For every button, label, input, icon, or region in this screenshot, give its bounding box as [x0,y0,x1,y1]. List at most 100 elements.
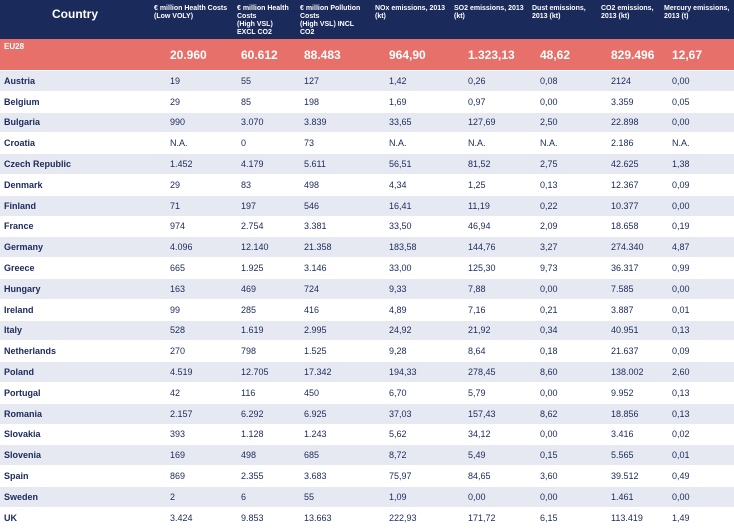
value-cell: 29 [150,174,233,196]
value-cell: 198 [296,91,371,113]
value-cell: 0,00 [528,278,597,300]
value-cell: 8,64 [450,340,528,363]
value-cell: 1.461 [597,486,660,508]
country-cell: France [0,216,150,238]
value-cell: 0,49 [660,465,734,487]
value-cell: 3.070 [233,112,296,134]
value-cell: 4,34 [371,174,450,196]
column-header: Dust emissions, 2013 (kt) [528,0,597,39]
value-cell: 2.355 [233,465,296,487]
value-cell: 5,49 [450,444,528,467]
value-cell: 2.995 [296,320,371,342]
value-cell: 1,42 [371,70,450,92]
value-cell: 7.585 [597,278,660,300]
value-cell: 0,00 [660,195,734,217]
value-cell: 990 [150,112,233,134]
country-cell: Slovenia [0,444,150,467]
value-cell: 450 [296,382,371,404]
value-cell: 0,09 [660,340,734,363]
value-cell: 18.856 [597,403,660,425]
value-cell: 0,00 [528,382,597,404]
value-cell: 8,62 [528,403,597,425]
value-cell: 10.377 [597,195,660,217]
value-cell: 144,76 [450,236,528,259]
value-cell: 0,01 [660,444,734,467]
value-cell: 33,00 [371,257,450,279]
value-cell: N.A. [528,132,597,155]
country-cell: Germany [0,236,150,259]
value-cell: 0,99 [660,257,734,279]
column-header: SO2 emissions, 2013 (kt) [450,0,528,39]
table-row: Portugal 42 116 450 6,70 5,79 0,00 9.952 0,13 [0,382,734,404]
value-cell: 798 [233,340,296,363]
column-header-country: Country [0,0,150,39]
value-cell: 39.512 [597,465,660,487]
value-cell: 171,72 [450,507,528,529]
value-cell: 0,15 [528,444,597,467]
column-header-label: CO2 emissions, 2013 (kt) [601,5,654,20]
value-cell: 0,00 [528,91,597,113]
value-cell: 3.381 [296,216,371,238]
value-cell: 3,60 [528,465,597,487]
country-cell: Belgium [0,91,150,113]
value-cell: 0,00 [528,486,597,508]
value-cell: 7,16 [450,299,528,321]
table-row: Spain 869 2.355 3.683 75,97 84,65 3,60 39.512 0,… [0,465,734,487]
column-header-label: Mercury emissions, 2013 (t) [664,5,730,20]
column-header: NOx emissions, 2013 (kt) [371,0,450,39]
value-cell: 2.157 [150,403,233,425]
value-cell: 12.140 [233,236,296,259]
value-cell: 73 [296,132,371,155]
column-header-label: Country [52,7,98,21]
value-cell: 9,28 [371,340,450,363]
value-cell: 33,50 [371,216,450,238]
value-cell: 55 [233,70,296,92]
value-cell: 2 [150,486,233,508]
value-cell: 0,00 [660,486,734,508]
table-row: France 974 2.754 3.381 33,50 46,94 2,09 18.658 0… [0,216,734,238]
value-cell: 0,00 [450,486,528,508]
table-row: Belgium 29 85 198 1,69 0,97 0,00 3.359 0,05 [0,91,734,113]
country-cell: Slovakia [0,424,150,446]
table-row: Czech Republic 1.452 4.179 5.611 56,51 81,52 2… [0,153,734,175]
value-cell: 2.754 [233,216,296,238]
value-cell: 4.179 [233,153,296,175]
value-cell: 5,62 [371,424,450,446]
value-cell: 12.367 [597,174,660,196]
column-header-label: € million Health Costs (Low VOLY) [154,5,228,20]
value-cell: 2124 [597,70,660,92]
value-cell: 40.951 [597,320,660,342]
table-row: Austria 19 55 127 1,42 0,26 0,08 2124 0,00 [0,70,734,92]
value-cell: 24,92 [371,320,450,342]
value-cell: 4.096 [150,236,233,259]
value-cell: 75,97 [371,465,450,487]
value-cell: 13.663 [296,507,371,529]
country-cell: Czech Republic [0,153,150,175]
column-header: CO2 emissions, 2013 (kt) [597,0,660,39]
table-row: Germany 4.096 12.140 21.358 183,58 144,76 3,27… [0,236,734,259]
country-cell: Austria [0,70,150,92]
value-cell: 83 [233,174,296,196]
value-cell: 393 [150,424,233,446]
table-row: Sweden 2 6 55 1,09 0,00 0,00 1.461 0,00 [0,486,734,508]
value-cell: 0,19 [660,216,734,238]
value-cell: 974 [150,216,233,238]
value-cell: 1,38 [660,153,734,175]
value-cell: 9,73 [528,257,597,279]
value-cell: 829.496 [597,39,660,71]
value-cell: 0,00 [660,112,734,134]
total-row: EU28 20.960 60.612 88.483 964,90 1.323,13 48,6… [0,39,734,71]
value-cell: 6 [233,486,296,508]
table-row: Greece 665 1.925 3.146 33,00 125,30 9,73 36.317… [0,257,734,279]
value-cell: 270 [150,340,233,363]
value-cell: 0,13 [660,382,734,404]
table-body: EU28 20.960 60.612 88.483 964,90 1.323,13 48,6… [0,39,734,529]
column-header-label: Dust emissions, 2013 (kt) [532,5,586,20]
value-cell: 2,50 [528,112,597,134]
value-cell: 0,09 [660,174,734,196]
value-cell: 85 [233,91,296,113]
country-cell: Italy [0,320,150,342]
table-row: Italy 528 1.619 2.995 24,92 21,92 0,34 40.951 0,… [0,320,734,342]
value-cell: 685 [296,444,371,467]
column-header-label: NOx emissions, 2013 (kt) [375,5,446,20]
